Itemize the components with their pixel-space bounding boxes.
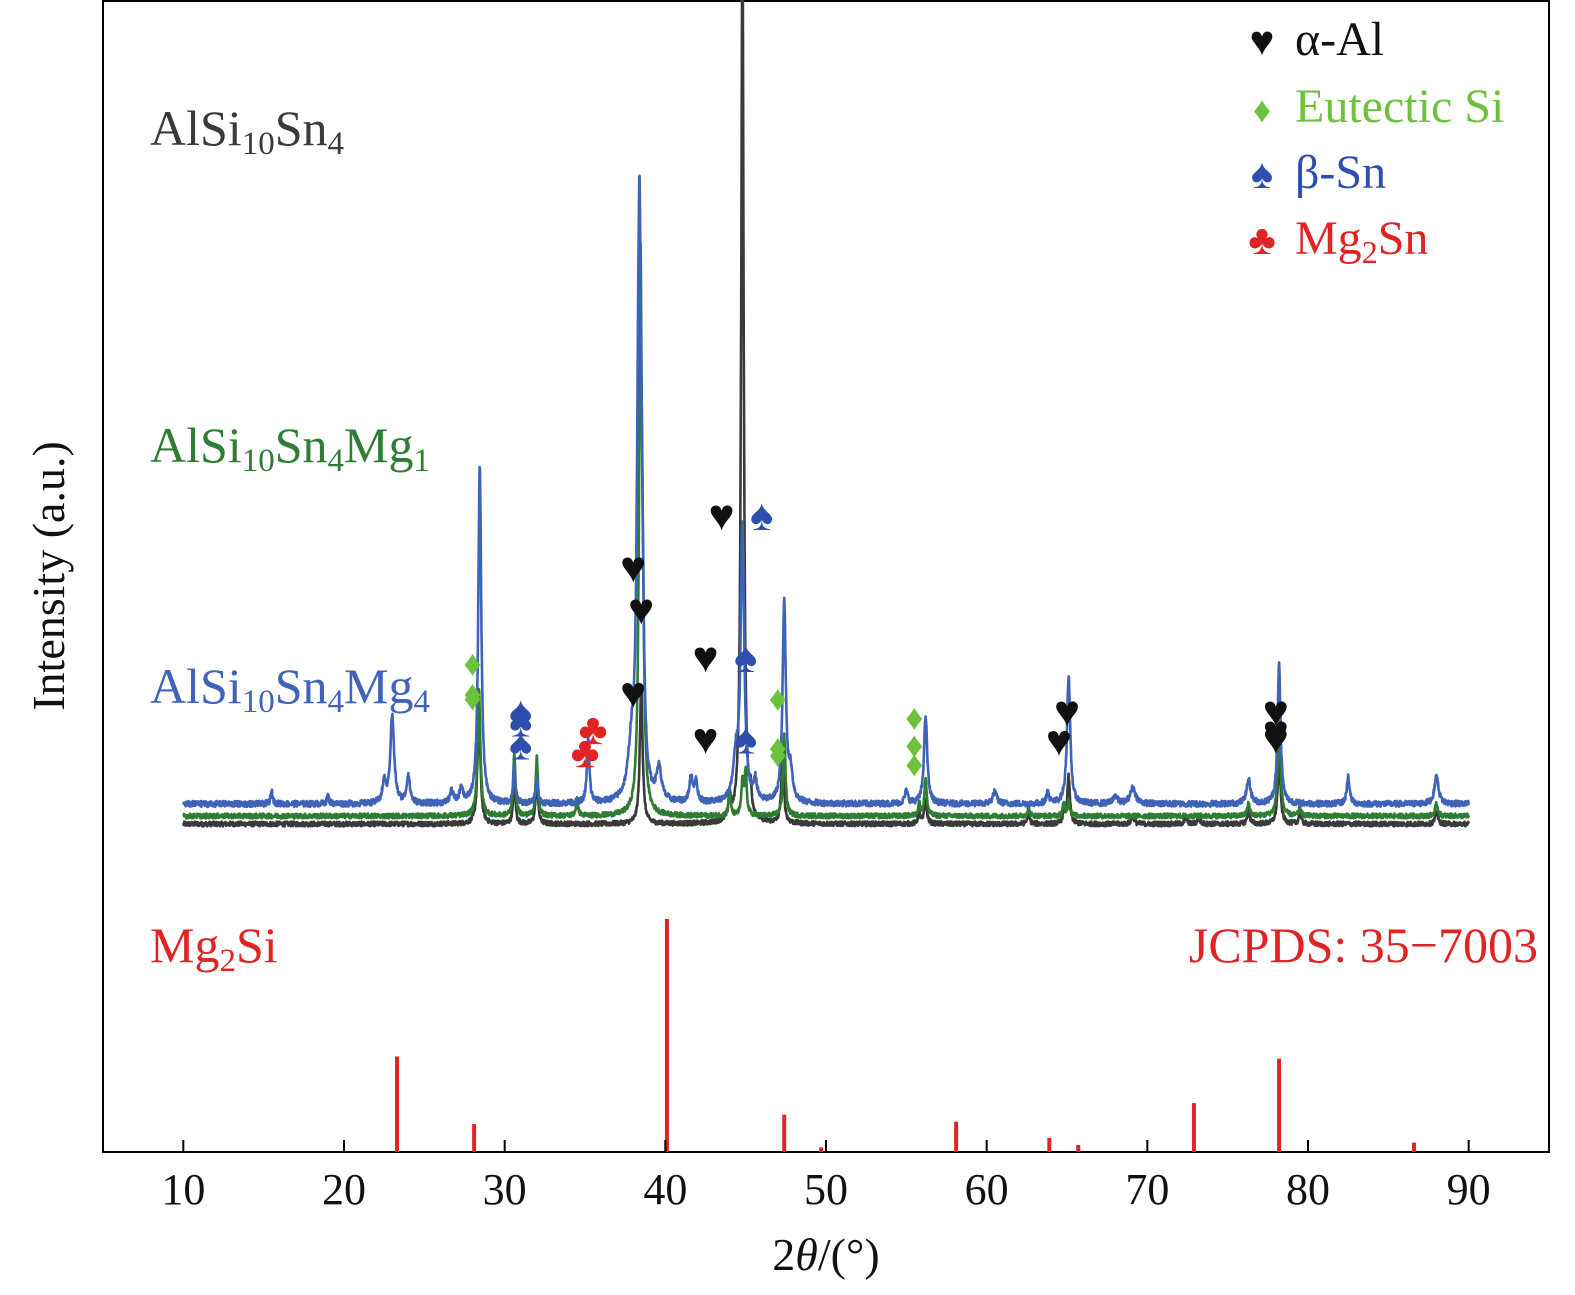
heart-marker-icon: ♥: [692, 633, 718, 682]
spade-marker-icon: ♠: [750, 491, 773, 540]
legend-diamond-icon: ♦: [1253, 90, 1271, 130]
spade-marker-icon: ♠: [509, 688, 532, 737]
diamond-marker-icon: ♦: [463, 644, 481, 684]
legend-heart-icon: ♥: [1250, 19, 1275, 65]
x-axis-label-unit: /(°): [818, 1229, 880, 1280]
x-tick-label: 30: [483, 1165, 527, 1214]
diamond-marker-icon: ♦: [769, 678, 787, 718]
x-tick-label: 40: [643, 1165, 687, 1214]
x-tick-label: 50: [804, 1165, 848, 1214]
diamond-marker-icon: ♦: [769, 728, 787, 768]
series-label-alsi10sn4mg4: AlSi10Sn4Mg4: [150, 658, 430, 720]
diamond-marker-icon: ♦: [463, 674, 481, 714]
spade-marker-icon: ♠: [509, 697, 532, 746]
x-tick-label: 10: [161, 1165, 205, 1214]
heart-marker-icon: ♥: [620, 543, 646, 592]
heart-marker-icon: ♥: [1263, 715, 1289, 764]
heart-marker-icon: ♥: [1263, 687, 1289, 736]
peak-markers: ♦ ♠♥♥ ♠♦ ♦ ♥ ♥♦ ♠♣♥♥ ♠ ♦ ♦ ♥♦♠ ♣♥♥ ♠♦ ♦ ♥ ♥: [463, 491, 1289, 784]
series-label-alsi10sn4mg1: AlSi10Sn4Mg1: [150, 417, 430, 479]
x-tick-label: 80: [1286, 1165, 1330, 1214]
heart-marker-icon: ♥: [1054, 687, 1080, 736]
legend-label: Mg2Sn: [1295, 212, 1428, 270]
x-axis-label-number: 2: [772, 1229, 795, 1280]
x-tick-label: 70: [1125, 1165, 1169, 1214]
trace-alsi10sn4mg4: [182, 174, 1470, 809]
spade-marker-icon: ♠: [734, 633, 757, 682]
y-axis-label: Intensity (a.u.): [23, 441, 74, 711]
legend: ♥ α-Al ♦ Eutectic Si ♠ β-Sn ♣ Mg2Sn: [1248, 13, 1504, 270]
spade-marker-icon: ♠: [509, 721, 532, 770]
series-traces: [182, 0, 1470, 828]
reference-label: Mg2Si: [150, 917, 278, 979]
legend-club-icon: ♣: [1248, 218, 1276, 264]
spade-marker-icon: ♠: [734, 715, 757, 764]
x-tick-label: 60: [965, 1165, 1009, 1214]
diamond-marker-icon: ♦: [905, 725, 923, 765]
legend-label: α-Al: [1295, 13, 1384, 66]
legend-spade-icon: ♠: [1251, 152, 1273, 198]
diamond-marker-icon: ♦: [769, 734, 787, 774]
diamond-marker-icon: ♦: [905, 744, 923, 784]
heart-marker-icon: ♥: [620, 669, 646, 718]
trace-alsi10sn4mg1: [182, 241, 1470, 820]
legend-label: β-Sn: [1295, 146, 1386, 199]
club-marker-icon: ♣: [571, 728, 600, 777]
series-label-alsi10sn4: AlSi10Sn4: [150, 100, 344, 162]
x-tick-label: 90: [1447, 1165, 1491, 1214]
diamond-marker-icon: ♦: [905, 698, 923, 738]
heart-marker-icon: ♥: [1263, 707, 1289, 756]
x-axis-label-theta: θ: [795, 1229, 818, 1280]
reference-card-label: JCPDS: 35−7003: [1189, 917, 1538, 973]
heart-marker-icon: ♥: [628, 585, 654, 634]
x-tick-label: 20: [322, 1165, 366, 1214]
x-axis: 10 20 30 40 50 60 70 80 90: [161, 1140, 1491, 1214]
heart-marker-icon: ♥: [709, 491, 735, 540]
x-axis-label: 2θ/(°): [772, 1229, 879, 1280]
heart-marker-icon: ♥: [692, 715, 718, 764]
club-marker-icon: ♣: [579, 705, 608, 754]
legend-label: Eutectic Si: [1295, 80, 1504, 133]
reference-lines: [395, 919, 1417, 1152]
diamond-marker-icon: ♦: [463, 678, 481, 718]
trace-alsi10sn4: [182, 0, 1470, 828]
heart-marker-icon: ♥: [1046, 717, 1072, 766]
series-labels: AlSi10Sn4 AlSi10Sn4Mg1 AlSi10Sn4Mg4 Mg2Si JC…: [150, 100, 1538, 979]
